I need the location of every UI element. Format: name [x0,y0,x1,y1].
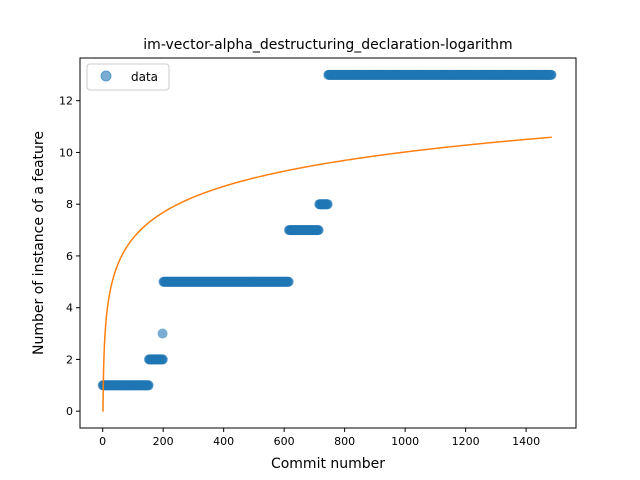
x-tick-label: 1400 [512,435,540,448]
data-series [97,69,557,391]
x-tick-label: 0 [99,435,106,448]
y-tick-label: 8 [66,198,73,211]
data-point [157,354,168,365]
chart-title: im-vector-alpha_destructuring_declaratio… [143,37,512,53]
fit-line [102,136,552,412]
x-tick-label: 400 [213,435,234,448]
x-tick-label: 600 [274,435,295,448]
y-tick-label: 6 [66,250,73,263]
x-tick-label: 1000 [391,435,419,448]
y-tick-label: 0 [66,405,73,418]
legend-marker-data [100,70,112,82]
x-axis-label: Commit number [271,456,385,472]
legend: data [86,63,170,91]
plot-area [97,69,557,412]
axes-frame [79,57,577,429]
x-axis-ticks: 0 200 400 600 800 1000 1200 1400 [99,428,540,448]
x-tick-label: 800 [334,435,355,448]
x-tick-label: 1200 [452,435,480,448]
data-point [157,328,168,339]
y-tick-label: 4 [66,302,73,315]
data-point [283,276,294,287]
legend-box [86,63,170,91]
y-axis-ticks: 0 2 4 6 8 10 12 [59,95,80,418]
y-tick-label: 2 [66,353,73,366]
y-tick-label: 10 [59,146,73,159]
x-tick-label: 200 [153,435,174,448]
y-axis-label: Number of instance of a feature [31,131,47,355]
data-point [546,69,557,80]
legend-label-data: data [131,70,158,84]
data-point [313,225,324,236]
data-layer [97,69,557,412]
y-tick-label: 12 [59,95,73,108]
data-point [143,380,154,391]
data-point [322,199,333,210]
